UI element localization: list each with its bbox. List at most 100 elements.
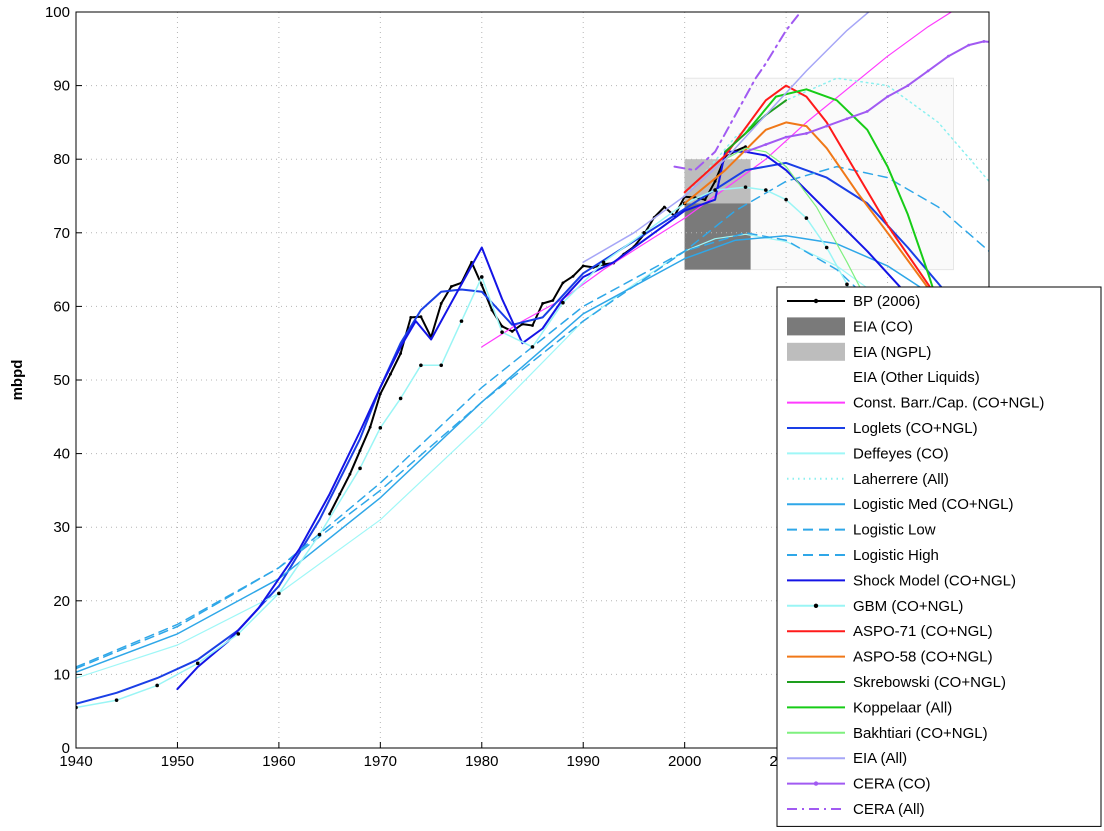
legend-item-koppelaar-all: Koppelaar (All) <box>787 699 952 716</box>
x-tick-label: 1960 <box>262 753 295 770</box>
series-aspo-71-co-ngl <box>683 84 960 330</box>
point-bp-2006 <box>703 198 707 202</box>
legend-label: Laherrere (All) <box>853 471 949 488</box>
point-gbm-co-ngl <box>439 363 444 368</box>
legend-label: ASPO-58 (CO+NGL) <box>853 649 993 666</box>
legend-label: Deffeyes (CO) <box>853 445 949 462</box>
legend-label: ASPO-71 (CO+NGL) <box>853 623 993 640</box>
legend-label: Logistic Low <box>853 522 936 539</box>
point-bp-2006 <box>561 281 565 285</box>
series-bp-2006 <box>328 145 747 515</box>
legend-item-loglets-co-ngl: Loglets (CO+NGL) <box>787 420 978 437</box>
x-tick-label: 1950 <box>161 753 194 770</box>
point-gbm-co-ngl <box>378 426 383 430</box>
y-tick-label: 80 <box>53 151 70 168</box>
legend-item-bp-2006: BP (2006) <box>787 293 920 310</box>
x-tick-label: 1940 <box>59 753 92 770</box>
point-bp-2006 <box>449 285 453 288</box>
point-gbm-co-ngl <box>561 300 565 305</box>
y-tick-label: 20 <box>53 593 70 610</box>
point-bp-2006 <box>713 179 717 183</box>
legend-label: EIA (NGPL) <box>853 344 931 361</box>
y-tick-label: 90 <box>53 78 70 95</box>
legend-swatch <box>787 317 845 336</box>
point-bp-2006 <box>541 302 545 305</box>
legend-label: Const. Barr./Cap. (CO+NGL) <box>853 395 1044 412</box>
legend-item-const-barr-cap-co-ngl: Const. Barr./Cap. (CO+NGL) <box>787 395 1044 412</box>
y-tick-label: 30 <box>53 519 70 536</box>
legend-item-cera-co: CERA (CO) <box>787 776 931 793</box>
x-tick-label: 1980 <box>465 753 498 770</box>
legend-label: EIA (CO) <box>853 318 913 335</box>
legend: BP (2006) EIA (CO) EIA (NGPL) EIA (Other Li… <box>776 286 1102 827</box>
point-cera-co <box>1059 29 1062 32</box>
legend-label: CERA (All) <box>853 801 925 818</box>
point-bp-2006 <box>348 472 352 476</box>
point-gbm-co-ngl <box>764 188 768 192</box>
point-gbm-co-ngl <box>530 345 535 349</box>
point-cera-co <box>1099 44 1102 47</box>
point-bp-2006 <box>744 145 747 149</box>
legend-label: Shock Model (CO+NGL) <box>853 572 1016 589</box>
point-cera-co <box>825 124 829 128</box>
point-cera-co <box>845 117 849 121</box>
y-tick-label: 0 <box>62 740 70 757</box>
point-cera-co <box>744 150 747 154</box>
point-gbm-co-ngl <box>195 661 200 666</box>
point-gbm-co-ngl <box>804 216 809 220</box>
y-tick-label: 100 <box>45 4 70 21</box>
point-bp-2006 <box>480 283 484 287</box>
series-cera-all <box>673 12 802 172</box>
x-tick-label: 1990 <box>567 753 600 770</box>
point-cera-co <box>865 109 869 113</box>
point-bp-2006 <box>551 299 555 302</box>
legend-item-deffeyes-co: Deffeyes (CO) <box>787 445 949 462</box>
point-gbm-co-ngl <box>155 683 159 688</box>
y-axis-label: mbpd <box>9 360 26 401</box>
series-laherrere-all <box>683 77 989 197</box>
point-gbm-co-ngl <box>398 396 403 401</box>
point-bp-2006 <box>389 372 392 376</box>
point-gbm-co-ngl <box>317 532 322 537</box>
point-gbm-co-ngl <box>277 591 281 596</box>
point-cera-co <box>906 84 910 87</box>
point-gbm-co-ngl <box>713 188 717 192</box>
legend-marker <box>813 603 819 608</box>
point-cera-co <box>886 95 889 99</box>
legend-item-bakhtiari-co-ngl: Bakhtiari (CO+NGL) <box>787 725 988 742</box>
x-tick-label: 2000 <box>668 753 701 770</box>
y-axis-ticks: 0 10 20 30 40 50 60 70 80 90 100 <box>45 4 82 757</box>
point-bp-2006 <box>581 264 585 268</box>
legend-item-gbm-co-ngl: GBM (CO+NGL) <box>787 598 963 615</box>
series-eia-all <box>582 12 870 263</box>
legend-label: Skrebowski (CO+NGL) <box>853 674 1006 691</box>
legend-label: GBM (CO+NGL) <box>853 598 963 615</box>
point-cera-co <box>998 42 1001 45</box>
legend-item-eia-ngpl: EIA (NGPL) <box>787 342 931 361</box>
series-cera-co <box>744 40 989 153</box>
point-gbm-co-ngl <box>601 260 606 265</box>
point-bp-2006 <box>571 274 575 278</box>
point-cera-co <box>926 69 930 73</box>
point-cera-co <box>1038 33 1041 36</box>
legend-item-cera-all: CERA (All) <box>787 801 925 818</box>
point-bp-2006 <box>419 315 423 319</box>
point-cera-co <box>1079 34 1082 37</box>
point-gbm-co-ngl <box>114 698 119 702</box>
legend-item-eia-other-liquids: EIA (Other Liquids) <box>853 369 980 386</box>
point-gbm-co-ngl <box>358 466 362 471</box>
point-gbm-co-ngl <box>845 282 849 287</box>
point-bp-2006 <box>328 512 332 516</box>
legend-swatch <box>787 342 845 361</box>
point-cera-co <box>947 54 950 58</box>
series-koppelaar-all <box>744 88 950 337</box>
legend-label: Bakhtiari (CO+NGL) <box>853 725 988 742</box>
data-series <box>76 12 1102 710</box>
legend-item-aspo-71-co-ngl: ASPO-71 (CO+NGL) <box>787 623 993 640</box>
legend-item-shock-model-co-ngl: Shock Model (CO+NGL) <box>787 572 1016 589</box>
legend-label: Logistic High <box>853 547 939 564</box>
point-gbm-co-ngl <box>824 245 829 250</box>
legend-label: Logistic Med (CO+NGL) <box>853 496 1013 513</box>
point-gbm-co-ngl <box>642 231 646 235</box>
